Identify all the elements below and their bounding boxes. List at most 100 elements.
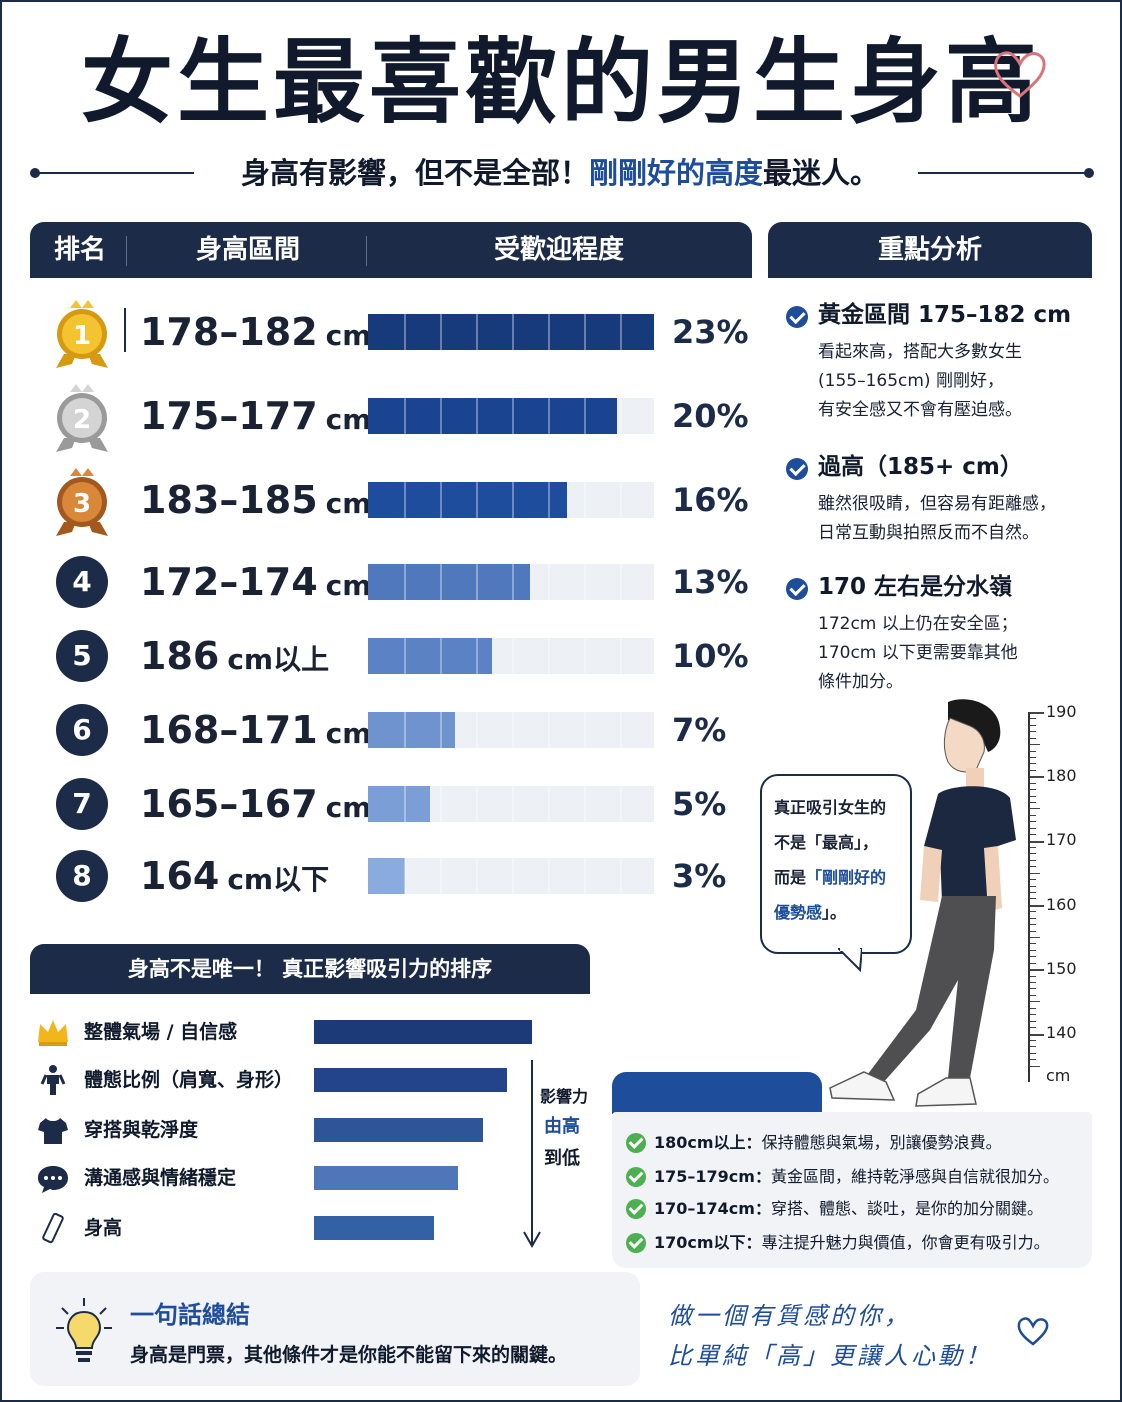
analysis-item-desc: 雖然很吸睛，但容易有距離感， 日常互動與拍照反而不自然。 [818, 490, 1088, 548]
ruler-tick [1030, 1033, 1044, 1036]
bar-segment-line [476, 712, 478, 748]
bar-segment-line [440, 564, 442, 600]
check-icon [626, 1233, 646, 1253]
bar-segment-line [512, 712, 514, 748]
rank-badge: 8 [56, 850, 108, 902]
ruler-tick [1030, 821, 1036, 823]
bar-track [368, 314, 654, 350]
desc-line: 日常互動與拍照反而不自然。 [818, 523, 1039, 543]
tip-text: 170cm以下：專注提升魅力與價值，你會更有吸引力。 [654, 1228, 1050, 1258]
ruler-tick [1030, 782, 1036, 784]
ranking-row: 7 165–167 cm 5% [36, 768, 756, 840]
tip-text: 175–179cm：黃金區間，維持乾淨感與自信就很加分。 [654, 1162, 1059, 1192]
heart-icon [994, 51, 1046, 98]
chat-icon [38, 1166, 68, 1193]
ruler-label: 150 [1046, 959, 1077, 978]
ruler-tick [1030, 859, 1036, 861]
bar-segment-line [584, 858, 586, 894]
ruler-tick [1030, 1059, 1036, 1061]
summary-text: 身高是門票，其他條件才是你能不能留下來的關鍵。 [130, 1344, 568, 1366]
bar-segment-line [404, 314, 406, 350]
bar-segment-line [512, 314, 514, 350]
bar-segment-line [440, 638, 442, 674]
factor-label: 身高 [84, 1217, 123, 1239]
ruler-label: 170 [1046, 830, 1077, 849]
height-range-number: 172–174 [140, 560, 318, 604]
bar-segment-line [548, 314, 550, 350]
height-range-number: 178–182 [140, 310, 318, 354]
bar-segment-line [512, 398, 514, 434]
ranking-table-header: 排名 身高區間 受歡迎程度 [30, 222, 752, 278]
check-icon [626, 1199, 646, 1219]
bubble-line: 而是「剛剛好的 [774, 860, 898, 895]
influence-label: 影響力 [540, 1087, 589, 1106]
bar-segment-line [548, 858, 550, 894]
popularity-bar [368, 858, 405, 894]
ruler-tick [1030, 827, 1036, 829]
subtitle-highlight: 剛剛好的高度 [588, 156, 763, 190]
bar-segment-line [584, 314, 586, 350]
tip-desc: 穿搭、體態、談吐，是你的加分關鍵。 [770, 1199, 1043, 1218]
ruler-tick [1030, 924, 1036, 926]
ruler-tick [1030, 750, 1036, 752]
desc-line: 雖然很吸睛，但容易有距離感， [818, 494, 1056, 514]
ranking-row: 1 178–182 cm 23% [36, 296, 756, 368]
bronze-medal-icon: 3 [56, 468, 108, 536]
speech-bubble: 真正吸引女生的 不是「最高」， 而是「剛剛好的 優勢感」。 [760, 774, 912, 954]
header-popularity: 受歡迎程度 [493, 235, 624, 265]
ruler-tick [1030, 808, 1040, 810]
ruler-tick [1030, 949, 1036, 951]
check-icon [786, 306, 808, 328]
bubble-text: 」。 [822, 903, 847, 922]
bar-segment-line [548, 638, 550, 674]
height-range-unit: cm以上 [227, 643, 330, 676]
bar-segment-line [440, 482, 442, 518]
bar-segment-line [512, 564, 514, 600]
analysis-item-title: 黃金區間 175–182 cm [818, 302, 1072, 328]
ruler-label: 190 [1046, 702, 1077, 721]
height-range-number: 175–177 [140, 394, 318, 438]
height-range-label: 165–167 cm [140, 778, 371, 834]
bar-segment-line [548, 482, 550, 518]
bubble-tail [838, 948, 862, 972]
ranking-row: 5 186 cm以上 10% [36, 620, 756, 692]
height-range-unit: cm [325, 791, 372, 824]
ruler-tick [1030, 776, 1044, 779]
ruler-tick [1030, 834, 1036, 836]
bubble-highlight: 「剛剛好的 [806, 868, 887, 887]
tip-text: 170–174cm：穿搭、體態、談吐，是你的加分關鍵。 [654, 1194, 1043, 1224]
analysis-title: 重點分析 [877, 235, 982, 265]
popularity-bar [368, 398, 617, 434]
analysis-item-title: 170 左右是分水嶺 [818, 574, 1013, 600]
height-range-unit: cm [325, 487, 372, 520]
gold-medal-icon: 1 [56, 300, 108, 368]
analysis-item-desc: 172cm 以上仍在安全區； 170cm 以下更需要靠其他 條件加分。 [818, 610, 1088, 697]
ruler-tick [1030, 769, 1036, 771]
popularity-value: 10% [672, 637, 749, 675]
bar-segment-line [620, 712, 622, 748]
analysis-item-desc: 看起來高，搭配大多數女生 (155–165cm) 剛剛好， 有安全感又不會有壓迫… [818, 338, 1088, 425]
ruler-tick [1030, 943, 1036, 945]
ruler-tick [1030, 975, 1036, 977]
subtitle-dot-right [1084, 168, 1094, 178]
influence-label: 到低 [544, 1148, 580, 1169]
ruler-tick [1030, 731, 1036, 733]
factor-bar [314, 1216, 434, 1240]
ruler-tick [1030, 737, 1036, 739]
bar-track [368, 712, 654, 748]
desc-line: (155–165cm) 剛剛好， [818, 371, 1004, 391]
height-range-number: 183–185 [140, 478, 318, 522]
ruler-tick [1030, 802, 1036, 804]
factor-bar [314, 1118, 483, 1142]
bar-segment-line [512, 786, 514, 822]
bar-segment-line [404, 858, 406, 894]
height-range-unit: cm以下 [227, 863, 330, 896]
height-range-label: 178–182 cm [140, 306, 371, 362]
ruler-tick [1030, 892, 1036, 894]
bar-segment-line [584, 638, 586, 674]
ruler-tick [1030, 879, 1036, 881]
ranking-row: 6 168–171 cm 7% [36, 694, 756, 766]
silver-medal-icon: 2 [56, 384, 108, 452]
check-icon [786, 578, 808, 600]
ruler-tick [1030, 1007, 1036, 1009]
